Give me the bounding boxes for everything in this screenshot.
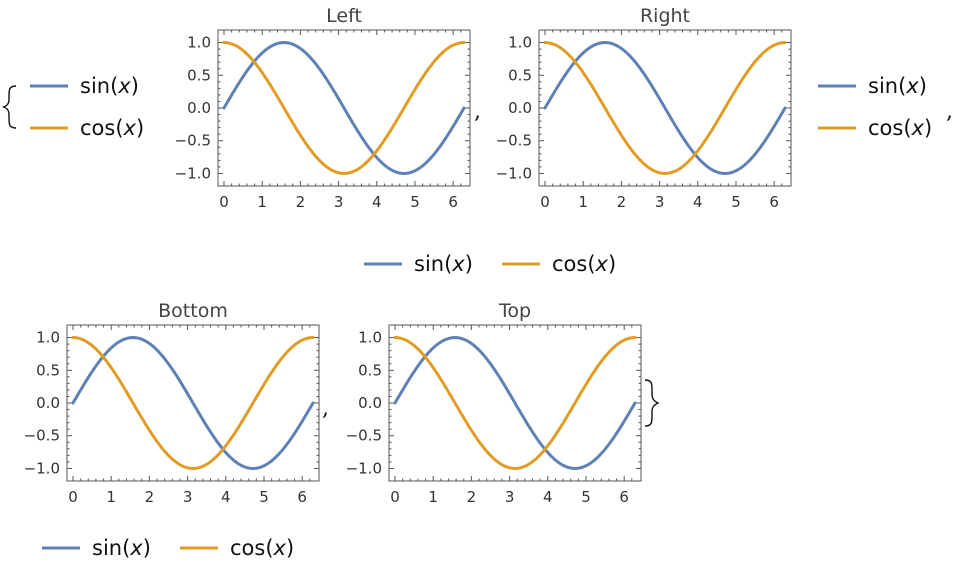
series-line-cos: [543, 41, 787, 175]
x-tick-label: 2: [617, 193, 627, 211]
legend-label-cos: cos(x): [230, 536, 294, 560]
legend: sin(x) cos(x): [818, 74, 932, 140]
legend-label-cos: cos(x): [552, 252, 616, 276]
y-tick-label: 1.0: [508, 34, 532, 52]
series-line-cos: [393, 336, 637, 470]
y-tick-label: 0.5: [187, 66, 211, 84]
comma-separator: ,: [946, 99, 953, 124]
x-tick-label: 3: [183, 488, 193, 506]
y-tick-label: −0.5: [175, 132, 211, 150]
y-tick-label: 0.0: [36, 394, 60, 412]
y-tick-label: −1.0: [346, 459, 382, 477]
x-tick-label: 3: [334, 193, 344, 211]
x-tick-label: 0: [540, 193, 550, 211]
y-tick-label: 0.5: [358, 361, 382, 379]
y-tick-label: −1.0: [496, 164, 532, 182]
x-tick-label: 2: [145, 488, 155, 506]
series-line-sin: [222, 41, 466, 175]
x-tick-label: 6: [769, 193, 779, 211]
chart-panel-bottom: Bottom 0 1 2 3 4 5 6 1.0 0.5 0.0 −0.5 −1.0 sin(x) cos(…: [24, 300, 320, 560]
x-tick-label: 1: [428, 488, 438, 506]
legend-label-cos: cos(x): [80, 116, 144, 140]
y-tick-label: −1.0: [24, 459, 60, 477]
comma-separator: ,: [322, 396, 329, 421]
y-tick-label: 1.0: [36, 329, 60, 347]
y-tick-label: 0.0: [508, 99, 532, 117]
x-tick-label: 0: [390, 488, 400, 506]
x-tick-label: 6: [619, 488, 629, 506]
x-tick-label: 4: [221, 488, 231, 506]
y-tick-label: 1.0: [358, 329, 382, 347]
open-brace: [2, 85, 17, 129]
x-tick-label: 4: [372, 193, 382, 211]
close-brace: [644, 379, 660, 427]
x-tick-label: 5: [259, 488, 269, 506]
y-tick-label: 0.5: [36, 361, 60, 379]
x-tick-label: 1: [106, 488, 116, 506]
x-tick-label: 1: [578, 193, 588, 211]
x-tick-label: 6: [448, 193, 458, 211]
x-tick-label: 5: [581, 488, 591, 506]
comma-separator: ,: [474, 99, 481, 124]
legend-label-sin: sin(x): [868, 74, 927, 98]
legend: sin(x) cos(x): [364, 252, 616, 276]
series-line-sin: [543, 41, 787, 175]
chart-title: Bottom: [158, 300, 228, 322]
legend-label-sin: sin(x): [92, 536, 151, 560]
chart-panel-top: Top 0 1 2 3 4 5 6 1.0 0.5 0.0 −0.5 −1.0 sin(x) cos(x): [346, 252, 642, 506]
legend-label-cos: cos(x): [868, 116, 932, 140]
legend: sin(x) cos(x): [30, 74, 144, 140]
y-tick-label: −0.5: [24, 427, 60, 445]
x-tick-label: 5: [731, 193, 741, 211]
x-tick-label: 2: [296, 193, 306, 211]
y-tick-label: −1.0: [175, 164, 211, 182]
x-tick-label: 0: [219, 193, 229, 211]
y-tick-label: −0.5: [346, 427, 382, 445]
y-tick-label: −0.5: [496, 132, 532, 150]
chart-panel-right: Right 0 1 2 3 4 5 6 1.0 0.5 0.0 −0.5 −1.0 sin(x) cos(x…: [496, 5, 933, 211]
chart-panel-left: Left 0 1 2 3 4 5 6 1.0 0.5 0.0 −0.5 −1.0 sin(x) cos(x): [30, 5, 471, 211]
x-tick-label: 4: [543, 488, 553, 506]
y-tick-label: 0.0: [358, 394, 382, 412]
chart-title: Left: [326, 5, 362, 27]
y-tick-label: 0.0: [187, 99, 211, 117]
legend-label-sin: sin(x): [414, 252, 473, 276]
x-tick-label: 0: [68, 488, 78, 506]
x-tick-label: 3: [505, 488, 515, 506]
legend-label-sin: sin(x): [80, 74, 139, 98]
legend: sin(x) cos(x): [42, 536, 294, 560]
x-tick-label: 1: [257, 193, 267, 211]
x-tick-label: 5: [410, 193, 420, 211]
x-tick-label: 4: [693, 193, 703, 211]
series-line-cos: [71, 336, 315, 470]
x-tick-label: 3: [655, 193, 665, 211]
chart-title: Right: [640, 5, 690, 27]
series-line-sin: [71, 336, 315, 470]
y-tick-label: 1.0: [187, 34, 211, 52]
series-line-cos: [222, 41, 466, 175]
x-tick-label: 6: [297, 488, 307, 506]
series-line-sin: [393, 336, 637, 470]
x-tick-label: 2: [467, 488, 477, 506]
y-tick-label: 0.5: [508, 66, 532, 84]
chart-title: Top: [498, 300, 531, 322]
